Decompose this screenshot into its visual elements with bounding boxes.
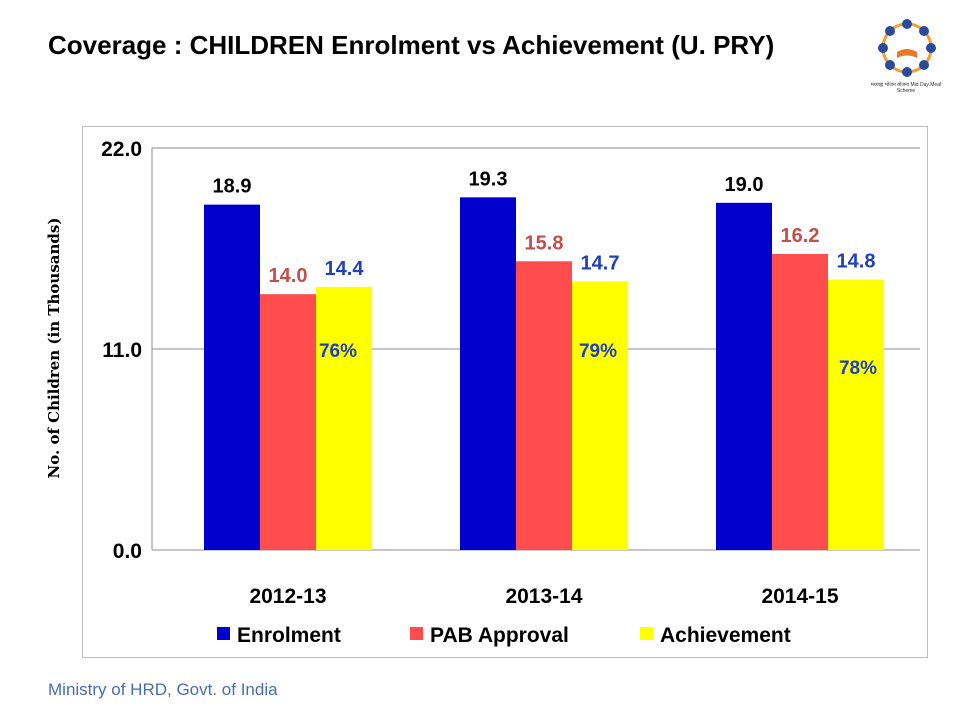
- bar-achievement: [572, 281, 628, 550]
- y-tick-label: 0.0: [113, 540, 142, 563]
- data-label: 19.0: [725, 174, 764, 196]
- logo-text: मध्याह्न भोजन योजना Mid Day Meal Scheme: [870, 82, 942, 94]
- bar-achievement: [828, 279, 884, 550]
- data-label: 14.7: [581, 252, 620, 274]
- y-tick-label: 11.0: [102, 339, 142, 362]
- bar-pab-approval: [772, 253, 828, 550]
- data-label: 14.4: [325, 258, 365, 280]
- legend-swatch: [640, 627, 653, 640]
- data-label: 19.3: [469, 168, 508, 190]
- x-tick-label: 2014-15: [761, 585, 838, 608]
- mid-day-meal-logo-icon: [878, 19, 936, 77]
- data-label: 14.8: [837, 251, 876, 273]
- data-label: 15.8: [525, 232, 564, 254]
- bar-achievement: [316, 286, 372, 550]
- data-label: 14.0: [269, 265, 308, 287]
- legend-label: Achievement: [660, 624, 791, 647]
- bar-enrolment: [204, 204, 260, 551]
- bar-enrolment: [716, 202, 772, 550]
- percent-annotation: 78%: [839, 358, 877, 379]
- slide-title: Coverage : CHILDREN Enrolment vs Achieve…: [48, 30, 775, 60]
- bar-pab-approval: [260, 294, 316, 550]
- legend-swatch: [410, 627, 423, 640]
- legend-label: Enrolment: [237, 624, 341, 647]
- legend-swatch: [217, 627, 230, 640]
- bar-pab-approval: [516, 261, 572, 550]
- chart-frame: [82, 126, 928, 658]
- legend-label: PAB Approval: [430, 624, 569, 647]
- percent-annotation: 79%: [579, 341, 617, 362]
- bar-enrolment: [460, 197, 516, 550]
- data-label: 16.2: [781, 225, 820, 247]
- x-tick-label: 2012-13: [249, 585, 326, 608]
- percent-annotation: 76%: [319, 341, 357, 362]
- data-label: 18.9: [213, 176, 252, 198]
- footer-text: Ministry of HRD, Govt. of India: [48, 680, 278, 699]
- y-tick-label: 22.0: [101, 138, 142, 161]
- x-tick-label: 2013-14: [505, 585, 582, 608]
